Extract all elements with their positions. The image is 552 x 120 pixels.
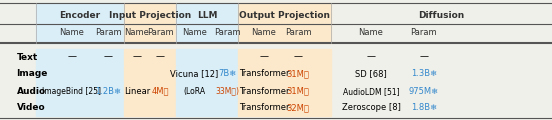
Text: Output Projection: Output Projection [240,11,330,19]
Text: SD [68]: SD [68] [355,69,387,78]
Bar [124,83,176,99]
Bar [176,66,238,82]
Text: 31M🔥: 31M🔥 [286,87,310,96]
Text: 1.2B❄: 1.2B❄ [95,87,121,96]
Bar [124,49,176,65]
Text: Text: Text [17,53,38,61]
Text: Param: Param [411,28,437,37]
Bar [124,3,176,24]
Bar [238,66,331,82]
Text: Audio: Audio [17,87,46,96]
Text: Vicuna [12]: Vicuna [12] [170,69,219,78]
Bar [176,100,238,116]
Text: ImageBind [25]: ImageBind [25] [43,87,101,96]
Bar [238,24,331,43]
Bar [238,49,331,65]
Text: Name: Name [358,28,384,37]
Bar [176,3,238,24]
Text: Transformer: Transformer [238,69,289,78]
Text: 32M🔥: 32M🔥 [286,103,310,113]
Text: Encoder: Encoder [60,11,100,19]
Text: 4M🔥: 4M🔥 [151,87,169,96]
Bar [176,83,238,99]
Text: (LoRA: (LoRA [183,87,205,96]
Text: Image: Image [17,69,48,78]
Text: 1.8B❄: 1.8B❄ [411,103,437,113]
Bar [36,66,124,82]
Text: LLM: LLM [197,11,217,19]
Text: Name: Name [251,28,277,37]
Text: Param: Param [95,28,121,37]
Text: —: — [259,53,268,61]
Text: Param: Param [285,28,311,37]
Bar [36,49,124,65]
Bar [36,100,124,116]
Text: Name: Name [124,28,150,37]
Text: Param: Param [147,28,173,37]
Bar [176,24,238,43]
Text: 7B❄: 7B❄ [218,69,237,78]
Text: 975M❄: 975M❄ [409,87,439,96]
Text: Transformer: Transformer [238,103,289,113]
Text: Name: Name [182,28,207,37]
Text: Input Projection: Input Projection [109,11,191,19]
Text: AudioLDM [51]: AudioLDM [51] [343,87,399,96]
Bar [238,3,331,24]
Bar [124,100,176,116]
Bar [238,83,331,99]
Text: —: — [294,53,302,61]
Text: 33M🔥): 33M🔥) [215,87,240,96]
Text: Transformer: Transformer [238,87,289,96]
Bar [36,83,124,99]
Bar [238,100,331,116]
Bar [36,3,124,24]
Bar [176,49,238,65]
Text: —: — [67,53,76,61]
Bar [124,24,176,43]
Bar [36,24,124,43]
Text: Zeroscope [8]: Zeroscope [8] [342,103,400,113]
Bar [124,66,176,82]
Text: —: — [367,53,375,61]
Text: Diffusion: Diffusion [418,11,465,19]
Text: Video: Video [17,103,45,113]
Text: Linear: Linear [124,87,150,96]
Text: 1.3B❄: 1.3B❄ [411,69,437,78]
Text: —: — [104,53,113,61]
Text: —: — [132,53,141,61]
Text: Name: Name [59,28,84,37]
Text: —: — [156,53,164,61]
Text: Param: Param [214,28,241,37]
Text: 31M🔥: 31M🔥 [286,69,310,78]
Text: —: — [420,53,428,61]
